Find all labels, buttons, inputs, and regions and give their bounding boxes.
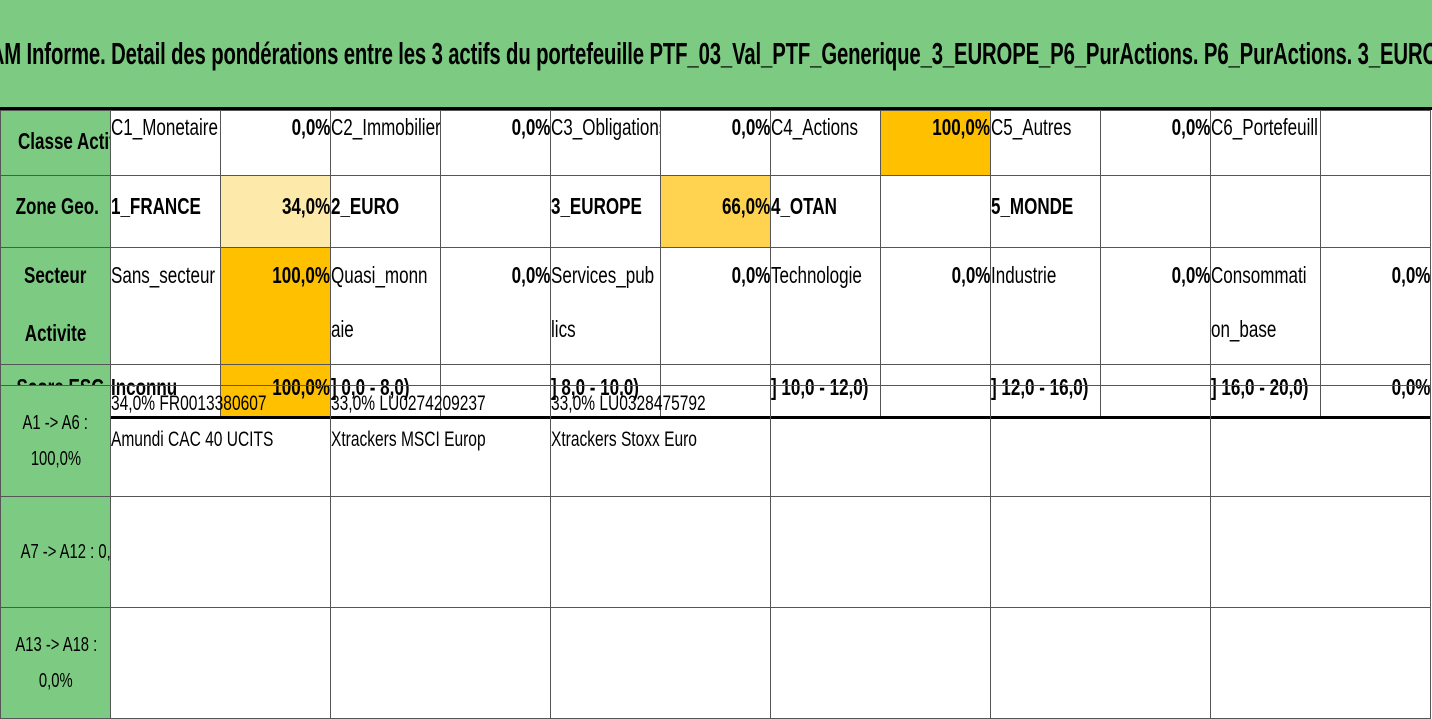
asset-cell[interactable] [770, 496, 991, 608]
cell-c4-value[interactable]: 100,0% [880, 110, 991, 176]
cell-sect5-value[interactable]: 0,0% [1100, 247, 1211, 365]
cell-zone1-value[interactable]: 34,0% [220, 175, 331, 248]
cell-sect1-name[interactable]: Sans_secteur [110, 247, 221, 365]
asset-cell[interactable] [990, 385, 1211, 497]
cell-zone5-value[interactable] [1100, 175, 1211, 248]
report-title-text: ADAM Informe. Detail des pondérations en… [0, 35, 1432, 71]
cell-sect1-value[interactable]: 100,0% [220, 247, 331, 365]
cell-sect6-value[interactable]: 0,0% [1320, 247, 1431, 365]
cell-zone3-value[interactable]: 66,0% [660, 175, 771, 248]
row-label-classe-actif: Classe Actif [0, 110, 111, 176]
asset-cell[interactable] [1210, 496, 1431, 608]
report-title: ADAM Informe. Detail des pondérations en… [0, 0, 1432, 110]
asset-cell[interactable] [770, 607, 991, 719]
weights-table: Classe Actif C1_Monetaire 0,0% C2_Immobi… [0, 110, 1431, 419]
asset-cell[interactable]: 34,0% FR0013380607 Amundi CAC 40 UCITS [110, 385, 331, 497]
cell-sect2-value[interactable]: 0,0% [440, 247, 551, 365]
asset-cell[interactable] [990, 607, 1211, 719]
asset-cell[interactable] [1210, 385, 1431, 497]
cell-zone4-value[interactable] [880, 175, 991, 248]
cell-c2-name[interactable]: C2_Immobilier [330, 110, 441, 176]
assets-table: A1 -> A6 : 100,0% 34,0% FR0013380607 Amun… [0, 385, 1431, 719]
cell-sect2-name[interactable]: Quasi_monn aie [330, 247, 441, 365]
asset-cell[interactable] [1210, 607, 1431, 719]
asset-group-label: A1 -> A6 : 100,0% [0, 385, 111, 497]
cell-c3-name[interactable]: C3_Obligations [550, 110, 661, 176]
cell-sect6-name[interactable]: Consommati on_base [1210, 247, 1321, 365]
row-classe-actif: Classe Actif C1_Monetaire 0,0% C2_Immobi… [0, 110, 1431, 176]
cell-zone1-name[interactable]: 1_FRANCE [110, 175, 221, 248]
cell-c4-name[interactable]: C4_Actions [770, 110, 881, 176]
cell-c2-value[interactable]: 0,0% [440, 110, 551, 176]
asset-group-row: A13 -> A18 : 0,0% [0, 607, 1431, 719]
cell-c1-value[interactable]: 0,0% [220, 110, 331, 176]
row-zone-geo: Zone Geo. 1_FRANCE 34,0% 2_EURO 3_EUROPE… [0, 175, 1431, 248]
asset-cell[interactable] [550, 496, 771, 608]
cell-zone5-name[interactable]: 5_MONDE [990, 175, 1101, 248]
cell-c6-name[interactable]: C6_Portefeuill [1210, 110, 1321, 176]
asset-group-label: A7 -> A12 : 0,0% [0, 496, 111, 608]
asset-cell[interactable]: 33,0% LU0328475792 Xtrackers Stoxx Euro [550, 385, 771, 497]
cell-zone4-name[interactable]: 4_OTAN [770, 175, 881, 248]
asset-cell[interactable] [770, 385, 991, 497]
cell-c5-value[interactable]: 0,0% [1100, 110, 1211, 176]
asset-cell[interactable] [990, 496, 1211, 608]
cell-zone2-value[interactable] [440, 175, 551, 248]
cell-zone6-value[interactable] [1320, 175, 1431, 248]
cell-sect3-name[interactable]: Services_pub lics [550, 247, 661, 365]
cell-c5-name[interactable]: C5_Autres [990, 110, 1101, 176]
cell-sect4-name[interactable]: Technologie [770, 247, 881, 365]
cell-c1-name[interactable]: C1_Monetaire [110, 110, 221, 176]
cell-zone6-name[interactable] [1210, 175, 1321, 248]
asset-group-row: A7 -> A12 : 0,0% [0, 496, 1431, 608]
cell-c6-value[interactable] [1320, 110, 1431, 176]
row-label-secteur-activite: Secteur Activite [0, 247, 111, 365]
row-secteur-activite: Secteur Activite Sans_secteur 100,0% Qua… [0, 247, 1431, 365]
cell-zone2-name[interactable]: 2_EURO [330, 175, 441, 248]
asset-cell[interactable] [330, 607, 551, 719]
cell-sect5-name[interactable]: Industrie [990, 247, 1101, 365]
row-label-zone-geo: Zone Geo. [0, 175, 111, 248]
asset-group-row: A1 -> A6 : 100,0% 34,0% FR0013380607 Amun… [0, 385, 1431, 497]
asset-cell[interactable] [110, 607, 331, 719]
asset-cell[interactable]: 33,0% LU0274209237 Xtrackers MSCI Europ [330, 385, 551, 497]
cell-c3-value[interactable]: 0,0% [660, 110, 771, 176]
asset-cell[interactable] [550, 607, 771, 719]
asset-cell[interactable] [110, 496, 331, 608]
asset-group-label: A13 -> A18 : 0,0% [0, 607, 111, 719]
cell-sect4-value[interactable]: 0,0% [880, 247, 991, 365]
asset-cell[interactable] [330, 496, 551, 608]
cell-zone3-name[interactable]: 3_EUROPE [550, 175, 661, 248]
cell-sect3-value[interactable]: 0,0% [660, 247, 771, 365]
